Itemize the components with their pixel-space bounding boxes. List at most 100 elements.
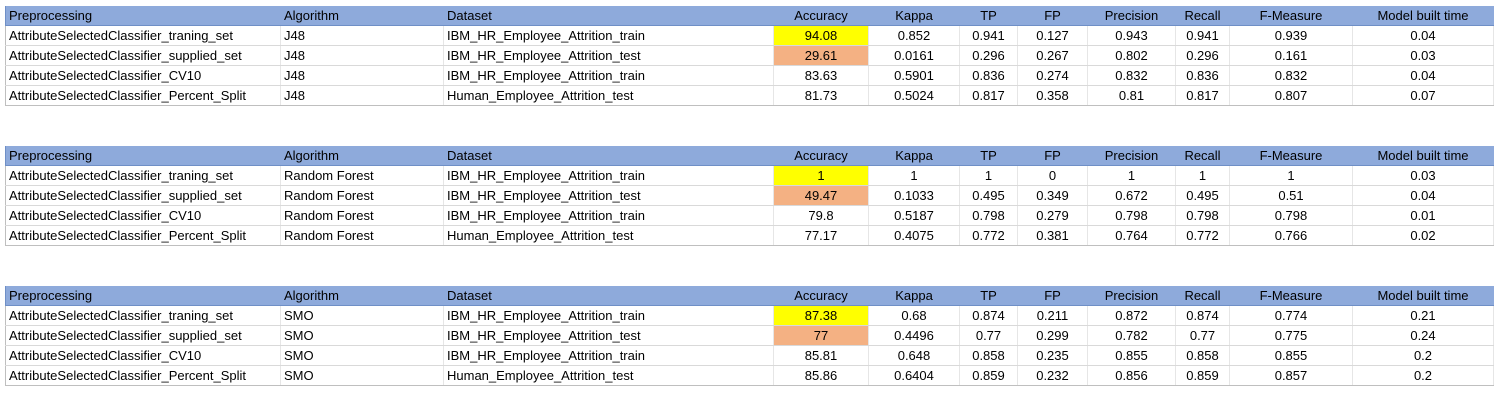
cell-f-measure[interactable]: 0.855 (1229, 345, 1353, 366)
cell-recall[interactable]: 0.874 (1175, 305, 1230, 326)
cell-preprocessing[interactable]: AttributeSelectedClassifier_CV10 (5, 205, 281, 226)
cell-accuracy[interactable]: 79.8 (773, 205, 869, 226)
cell-precision[interactable]: 0.672 (1087, 185, 1176, 206)
cell-algorithm[interactable]: J48 (280, 25, 444, 46)
cell-algorithm[interactable]: J48 (280, 45, 444, 66)
header-accuracy[interactable]: Accuracy (773, 286, 869, 306)
cell-recall[interactable]: 0.941 (1175, 25, 1230, 46)
cell-model-built-time[interactable]: 0.02 (1352, 225, 1494, 246)
cell-preprocessing[interactable]: AttributeSelectedClassifier_Percent_Spli… (5, 365, 281, 386)
cell-algorithm[interactable]: SMO (280, 345, 444, 366)
header-f-measure[interactable]: F-Measure (1229, 286, 1353, 306)
cell-accuracy[interactable]: 1 (773, 165, 869, 186)
header-preprocessing[interactable]: Preprocessing (5, 6, 281, 26)
cell-fp[interactable]: 0.358 (1017, 85, 1088, 106)
cell-preprocessing[interactable]: AttributeSelectedClassifier_traning_set (5, 305, 281, 326)
cell-f-measure[interactable]: 1 (1229, 165, 1353, 186)
cell-tp[interactable]: 1 (959, 165, 1018, 186)
cell-dataset[interactable]: IBM_HR_Employee_Attrition_train (443, 165, 774, 186)
header-kappa[interactable]: Kappa (868, 6, 960, 26)
cell-tp[interactable]: 0.941 (959, 25, 1018, 46)
header-recall[interactable]: Recall (1175, 6, 1230, 26)
cell-preprocessing[interactable]: AttributeSelectedClassifier_traning_set (5, 25, 281, 46)
header-fp[interactable]: FP (1017, 286, 1088, 306)
cell-fp[interactable]: 0.127 (1017, 25, 1088, 46)
cell-f-measure[interactable]: 0.832 (1229, 65, 1353, 86)
cell-accuracy[interactable]: 85.81 (773, 345, 869, 366)
cell-model-built-time[interactable]: 0.07 (1352, 85, 1494, 106)
cell-kappa[interactable]: 0.4075 (868, 225, 960, 246)
header-f-measure[interactable]: F-Measure (1229, 6, 1353, 26)
cell-accuracy[interactable]: 87.38 (773, 305, 869, 326)
cell-f-measure[interactable]: 0.798 (1229, 205, 1353, 226)
cell-recall[interactable]: 0.798 (1175, 205, 1230, 226)
cell-model-built-time[interactable]: 0.2 (1352, 365, 1494, 386)
header-dataset[interactable]: Dataset (443, 146, 774, 166)
header-model-built-time[interactable]: Model built time (1352, 146, 1494, 166)
cell-recall[interactable]: 0.817 (1175, 85, 1230, 106)
cell-precision[interactable]: 0.764 (1087, 225, 1176, 246)
header-f-measure[interactable]: F-Measure (1229, 146, 1353, 166)
cell-dataset[interactable]: IBM_HR_Employee_Attrition_train (443, 345, 774, 366)
cell-f-measure[interactable]: 0.775 (1229, 325, 1353, 346)
cell-dataset[interactable]: IBM_HR_Employee_Attrition_test (443, 45, 774, 66)
cell-dataset[interactable]: IBM_HR_Employee_Attrition_test (443, 325, 774, 346)
cell-model-built-time[interactable]: 0.24 (1352, 325, 1494, 346)
cell-tp[interactable]: 0.77 (959, 325, 1018, 346)
cell-recall[interactable]: 0.77 (1175, 325, 1230, 346)
header-kappa[interactable]: Kappa (868, 146, 960, 166)
header-algorithm[interactable]: Algorithm (280, 286, 444, 306)
cell-preprocessing[interactable]: AttributeSelectedClassifier_Percent_Spli… (5, 85, 281, 106)
cell-dataset[interactable]: IBM_HR_Employee_Attrition_train (443, 305, 774, 326)
cell-preprocessing[interactable]: AttributeSelectedClassifier_CV10 (5, 65, 281, 86)
cell-f-measure[interactable]: 0.161 (1229, 45, 1353, 66)
cell-model-built-time[interactable]: 0.2 (1352, 345, 1494, 366)
cell-algorithm[interactable]: J48 (280, 65, 444, 86)
header-tp[interactable]: TP (959, 6, 1018, 26)
cell-model-built-time[interactable]: 0.21 (1352, 305, 1494, 326)
cell-kappa[interactable]: 0.5024 (868, 85, 960, 106)
cell-precision[interactable]: 0.802 (1087, 45, 1176, 66)
cell-fp[interactable]: 0.279 (1017, 205, 1088, 226)
cell-model-built-time[interactable]: 0.01 (1352, 205, 1494, 226)
cell-fp[interactable]: 0.349 (1017, 185, 1088, 206)
header-preprocessing[interactable]: Preprocessing (5, 286, 281, 306)
cell-dataset[interactable]: IBM_HR_Employee_Attrition_test (443, 185, 774, 206)
header-model-built-time[interactable]: Model built time (1352, 6, 1494, 26)
cell-tp[interactable]: 0.859 (959, 365, 1018, 386)
header-algorithm[interactable]: Algorithm (280, 146, 444, 166)
cell-precision[interactable]: 1 (1087, 165, 1176, 186)
cell-fp[interactable]: 0.381 (1017, 225, 1088, 246)
header-fp[interactable]: FP (1017, 6, 1088, 26)
cell-preprocessing[interactable]: AttributeSelectedClassifier_supplied_set (5, 325, 281, 346)
header-fp[interactable]: FP (1017, 146, 1088, 166)
cell-recall[interactable]: 0.858 (1175, 345, 1230, 366)
cell-recall[interactable]: 0.859 (1175, 365, 1230, 386)
header-precision[interactable]: Precision (1087, 6, 1176, 26)
cell-accuracy[interactable]: 81.73 (773, 85, 869, 106)
cell-fp[interactable]: 0 (1017, 165, 1088, 186)
cell-model-built-time[interactable]: 0.04 (1352, 185, 1494, 206)
cell-fp[interactable]: 0.299 (1017, 325, 1088, 346)
cell-fp[interactable]: 0.274 (1017, 65, 1088, 86)
header-dataset[interactable]: Dataset (443, 286, 774, 306)
cell-model-built-time[interactable]: 0.04 (1352, 65, 1494, 86)
cell-tp[interactable]: 0.772 (959, 225, 1018, 246)
cell-accuracy[interactable]: 49.47 (773, 185, 869, 206)
cell-f-measure[interactable]: 0.857 (1229, 365, 1353, 386)
cell-tp[interactable]: 0.836 (959, 65, 1018, 86)
cell-fp[interactable]: 0.211 (1017, 305, 1088, 326)
cell-algorithm[interactable]: Random Forest (280, 205, 444, 226)
cell-kappa[interactable]: 1 (868, 165, 960, 186)
cell-tp[interactable]: 0.296 (959, 45, 1018, 66)
cell-precision[interactable]: 0.832 (1087, 65, 1176, 86)
cell-f-measure[interactable]: 0.766 (1229, 225, 1353, 246)
cell-dataset[interactable]: IBM_HR_Employee_Attrition_train (443, 205, 774, 226)
header-recall[interactable]: Recall (1175, 286, 1230, 306)
cell-accuracy[interactable]: 85.86 (773, 365, 869, 386)
cell-kappa[interactable]: 0.6404 (868, 365, 960, 386)
cell-precision[interactable]: 0.782 (1087, 325, 1176, 346)
cell-tp[interactable]: 0.874 (959, 305, 1018, 326)
cell-f-measure[interactable]: 0.939 (1229, 25, 1353, 46)
cell-recall[interactable]: 1 (1175, 165, 1230, 186)
